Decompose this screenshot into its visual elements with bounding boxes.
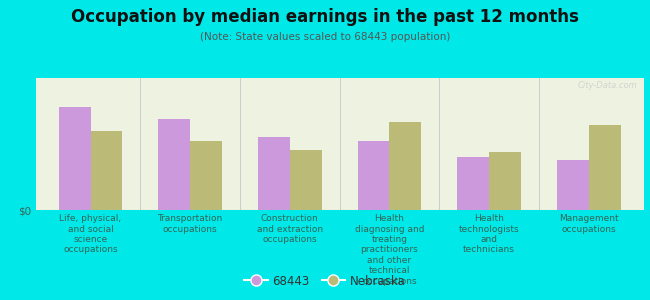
Text: Occupation by median earnings in the past 12 months: Occupation by median earnings in the pas…: [71, 8, 579, 26]
Bar: [457, 157, 489, 210]
Bar: [557, 160, 589, 210]
Bar: [358, 141, 389, 210]
Text: (Note: State values scaled to 68443 population): (Note: State values scaled to 68443 popu…: [200, 32, 450, 41]
Bar: [58, 107, 90, 210]
Text: City-Data.com: City-Data.com: [578, 81, 638, 90]
Bar: [290, 150, 322, 210]
Bar: [90, 131, 122, 210]
Legend: 68443, Nebraska: 68443, Nebraska: [240, 271, 410, 291]
Bar: [589, 124, 621, 210]
Bar: [489, 152, 521, 210]
Bar: [258, 137, 290, 210]
Bar: [190, 141, 222, 210]
Bar: [389, 122, 421, 210]
Bar: [159, 119, 190, 210]
